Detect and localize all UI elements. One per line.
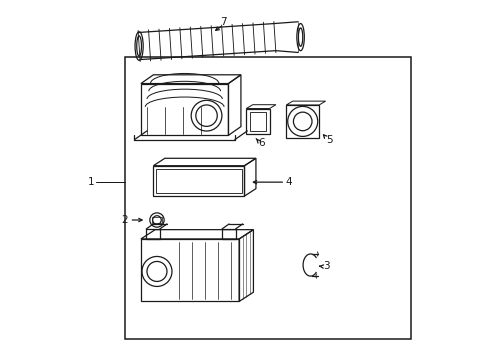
Text: 4: 4: [285, 177, 292, 187]
Bar: [124, 57, 410, 339]
Text: 3: 3: [323, 261, 329, 271]
Bar: [249, 112, 266, 131]
Bar: [146, 229, 160, 239]
Bar: [141, 239, 239, 301]
Text: 5: 5: [325, 135, 332, 145]
Bar: [285, 105, 319, 138]
Bar: [222, 229, 235, 239]
Bar: [156, 168, 241, 193]
Bar: [141, 84, 228, 135]
Text: 7: 7: [219, 17, 226, 27]
Text: 6: 6: [258, 138, 264, 148]
Bar: [246, 109, 269, 134]
Bar: [152, 217, 162, 223]
Text: 2: 2: [121, 215, 127, 225]
Bar: [153, 166, 244, 196]
Text: 1: 1: [88, 177, 95, 187]
